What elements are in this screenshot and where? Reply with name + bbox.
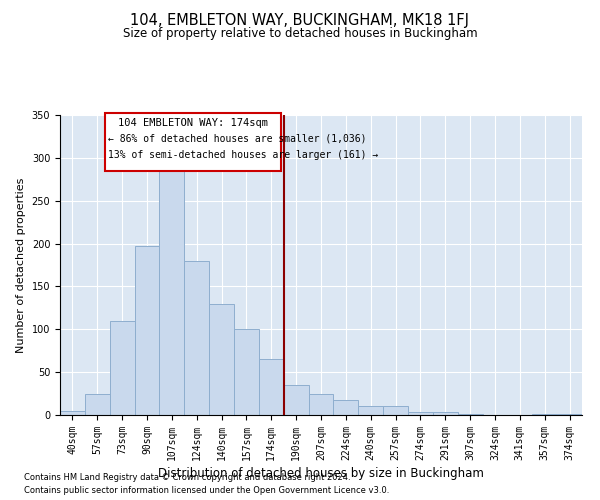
Bar: [234, 330, 259, 415]
Bar: [557, 414, 582, 415]
X-axis label: Distribution of detached houses by size in Buckingham: Distribution of detached houses by size …: [158, 467, 484, 480]
Bar: [184, 260, 209, 415]
Text: 104, EMBLETON WAY, BUCKINGHAM, MK18 1FJ: 104, EMBLETON WAY, BUCKINGHAM, MK18 1FJ: [131, 12, 470, 28]
Bar: [134, 246, 160, 415]
Bar: [259, 360, 284, 415]
Text: Contains HM Land Registry data © Crown copyright and database right 2024.: Contains HM Land Registry data © Crown c…: [24, 474, 350, 482]
Bar: [60, 410, 85, 415]
Bar: [532, 414, 557, 415]
Bar: [458, 414, 482, 415]
Bar: [358, 406, 383, 415]
Text: 13% of semi-detached houses are larger (161) →: 13% of semi-detached houses are larger (…: [109, 150, 379, 160]
Text: Size of property relative to detached houses in Buckingham: Size of property relative to detached ho…: [122, 28, 478, 40]
Bar: [334, 400, 358, 415]
Bar: [85, 394, 110, 415]
Y-axis label: Number of detached properties: Number of detached properties: [16, 178, 26, 352]
Bar: [209, 304, 234, 415]
Bar: [110, 320, 134, 415]
Bar: [160, 140, 184, 415]
Text: 104 EMBLETON WAY: 174sqm: 104 EMBLETON WAY: 174sqm: [118, 118, 268, 128]
Text: ← 86% of detached houses are smaller (1,036): ← 86% of detached houses are smaller (1,…: [109, 134, 367, 144]
Bar: [383, 406, 408, 415]
Bar: [308, 394, 334, 415]
Bar: [284, 385, 308, 415]
Bar: [408, 412, 433, 415]
Bar: [433, 412, 458, 415]
FancyBboxPatch shape: [105, 114, 281, 170]
Text: Contains public sector information licensed under the Open Government Licence v3: Contains public sector information licen…: [24, 486, 389, 495]
